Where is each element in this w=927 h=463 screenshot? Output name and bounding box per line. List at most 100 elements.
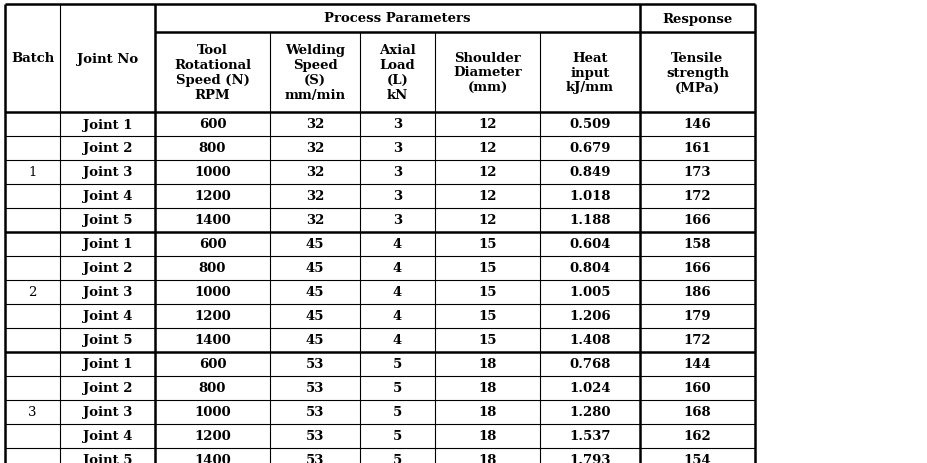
Bar bbox=[155, 304, 270, 328]
Text: 5: 5 bbox=[392, 430, 401, 443]
Bar bbox=[360, 257, 435, 281]
Bar bbox=[435, 281, 540, 304]
Text: 45: 45 bbox=[305, 310, 324, 323]
Bar bbox=[540, 137, 640, 161]
Bar bbox=[640, 352, 755, 376]
Bar bbox=[155, 424, 270, 448]
Text: 45: 45 bbox=[305, 334, 324, 347]
Bar bbox=[155, 448, 270, 463]
Bar bbox=[270, 352, 360, 376]
Bar bbox=[360, 328, 435, 352]
Bar bbox=[360, 304, 435, 328]
Bar bbox=[155, 161, 270, 185]
Bar bbox=[640, 400, 755, 424]
Bar bbox=[155, 33, 270, 113]
Text: Joint 2: Joint 2 bbox=[83, 382, 133, 394]
Bar bbox=[360, 281, 435, 304]
Bar bbox=[155, 232, 270, 257]
Text: 3: 3 bbox=[392, 166, 401, 179]
Text: 162: 162 bbox=[683, 430, 711, 443]
Text: 15: 15 bbox=[477, 334, 496, 347]
Text: 179: 179 bbox=[683, 310, 711, 323]
Text: Welding
Speed
(S)
mm/min: Welding Speed (S) mm/min bbox=[285, 44, 345, 102]
Text: Joint 1: Joint 1 bbox=[83, 238, 133, 251]
Bar bbox=[360, 424, 435, 448]
Bar bbox=[270, 161, 360, 185]
Bar bbox=[155, 400, 270, 424]
Text: 12: 12 bbox=[477, 190, 496, 203]
Bar bbox=[640, 257, 755, 281]
Bar bbox=[435, 137, 540, 161]
Text: 1200: 1200 bbox=[194, 190, 231, 203]
Text: 3: 3 bbox=[28, 406, 37, 419]
Text: Process Parameters: Process Parameters bbox=[324, 13, 470, 25]
Bar bbox=[435, 33, 540, 113]
Bar bbox=[435, 232, 540, 257]
Bar bbox=[60, 281, 155, 304]
Text: 154: 154 bbox=[683, 454, 711, 463]
Bar bbox=[60, 376, 155, 400]
Bar bbox=[360, 400, 435, 424]
Bar bbox=[270, 257, 360, 281]
Bar bbox=[640, 424, 755, 448]
Text: 144: 144 bbox=[683, 358, 711, 371]
Text: 1.018: 1.018 bbox=[568, 190, 610, 203]
Bar bbox=[360, 448, 435, 463]
Bar bbox=[435, 185, 540, 208]
Text: 166: 166 bbox=[683, 262, 711, 275]
Bar bbox=[360, 232, 435, 257]
Text: Joint 2: Joint 2 bbox=[83, 142, 133, 155]
Text: 3: 3 bbox=[392, 214, 401, 227]
Text: 1: 1 bbox=[29, 166, 37, 179]
Text: 172: 172 bbox=[683, 190, 711, 203]
Text: 18: 18 bbox=[477, 406, 496, 419]
Text: 600: 600 bbox=[198, 238, 226, 251]
Text: 1400: 1400 bbox=[194, 334, 231, 347]
Text: 45: 45 bbox=[305, 238, 324, 251]
Text: 53: 53 bbox=[306, 430, 324, 443]
Bar bbox=[155, 113, 270, 137]
Text: 0.849: 0.849 bbox=[568, 166, 610, 179]
Bar bbox=[540, 448, 640, 463]
Text: 1.793: 1.793 bbox=[568, 454, 610, 463]
Text: 12: 12 bbox=[477, 214, 496, 227]
Text: Response: Response bbox=[662, 13, 731, 25]
Bar bbox=[60, 400, 155, 424]
Text: 4: 4 bbox=[392, 310, 401, 323]
Text: 800: 800 bbox=[198, 262, 226, 275]
Bar bbox=[270, 376, 360, 400]
Text: 32: 32 bbox=[306, 142, 324, 155]
Text: 168: 168 bbox=[683, 406, 711, 419]
Text: 18: 18 bbox=[477, 382, 496, 394]
Text: 3: 3 bbox=[392, 142, 401, 155]
Bar bbox=[270, 424, 360, 448]
Bar bbox=[155, 376, 270, 400]
Text: 1.206: 1.206 bbox=[568, 310, 610, 323]
Bar bbox=[640, 304, 755, 328]
Text: 45: 45 bbox=[305, 286, 324, 299]
Bar bbox=[360, 352, 435, 376]
Text: 186: 186 bbox=[683, 286, 711, 299]
Text: 1.537: 1.537 bbox=[568, 430, 610, 443]
Text: Axial
Load
(L)
kN: Axial Load (L) kN bbox=[379, 44, 415, 102]
Bar bbox=[540, 208, 640, 232]
Text: 800: 800 bbox=[198, 142, 226, 155]
Text: 15: 15 bbox=[477, 310, 496, 323]
Text: 32: 32 bbox=[306, 190, 324, 203]
Bar bbox=[640, 33, 755, 113]
Text: Joint 5: Joint 5 bbox=[83, 454, 133, 463]
Text: Joint 3: Joint 3 bbox=[83, 406, 132, 419]
Bar bbox=[270, 185, 360, 208]
Bar bbox=[640, 113, 755, 137]
Bar bbox=[60, 137, 155, 161]
Bar bbox=[360, 208, 435, 232]
Text: Tool
Rotational
Speed (N)
RPM: Tool Rotational Speed (N) RPM bbox=[173, 44, 251, 102]
Bar bbox=[360, 161, 435, 185]
Bar bbox=[60, 185, 155, 208]
Text: 1200: 1200 bbox=[194, 310, 231, 323]
Bar bbox=[540, 400, 640, 424]
Text: 1000: 1000 bbox=[194, 166, 231, 179]
Text: 166: 166 bbox=[683, 214, 711, 227]
Bar bbox=[435, 400, 540, 424]
Bar bbox=[60, 161, 155, 185]
